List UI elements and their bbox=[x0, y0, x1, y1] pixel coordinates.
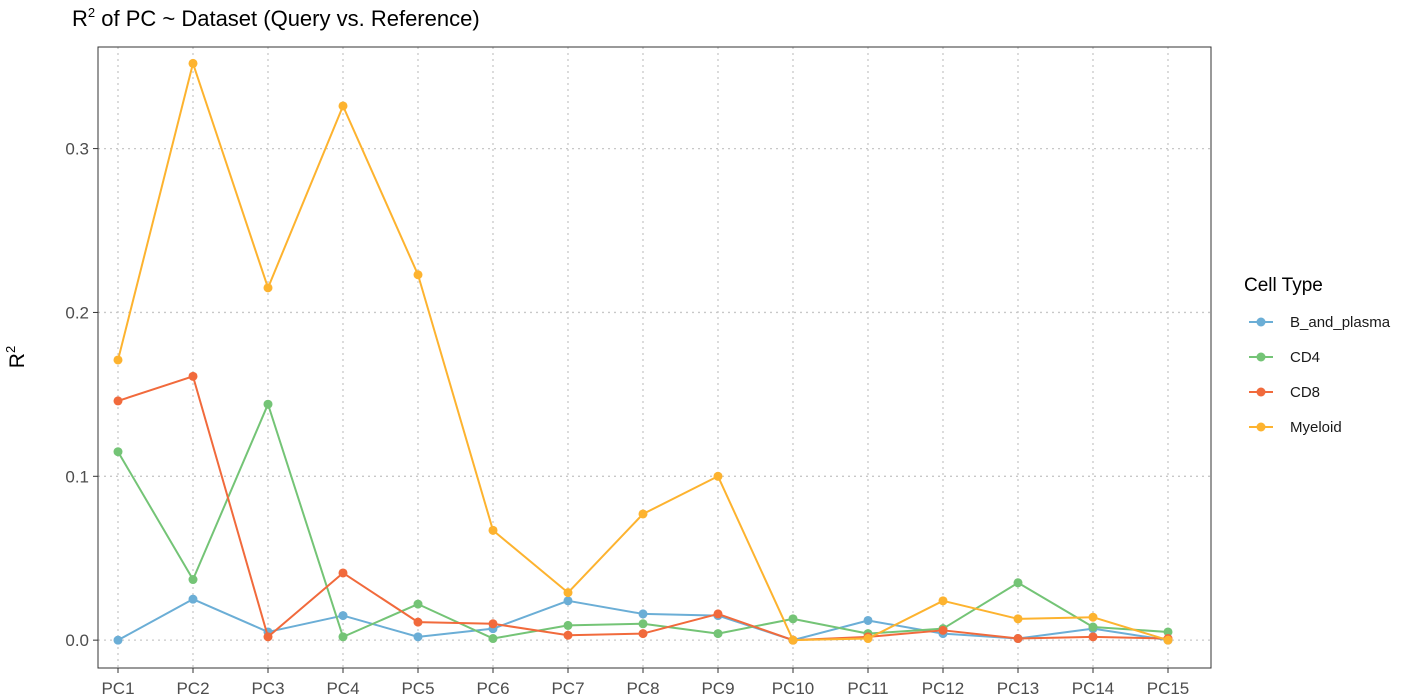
data-point-myeloid bbox=[488, 525, 498, 535]
chart-title-rest: of PC ~ Dataset (Query vs. Reference) bbox=[95, 6, 480, 31]
x-tick-label: PC3 bbox=[251, 679, 284, 694]
x-tick-label: PC13 bbox=[997, 679, 1040, 694]
data-point-cd8 bbox=[413, 617, 423, 627]
data-point-cd8 bbox=[338, 568, 348, 578]
data-point-b-and-plasma bbox=[563, 596, 573, 606]
data-point-b-and-plasma bbox=[188, 594, 198, 604]
data-point-cd4 bbox=[1163, 627, 1173, 637]
x-tick-label: PC14 bbox=[1072, 679, 1115, 694]
chart-title-superscript: 2 bbox=[88, 5, 95, 20]
data-point-cd8 bbox=[263, 632, 273, 642]
x-tick-label: PC1 bbox=[101, 679, 134, 694]
legend-item-cd8: CD8 bbox=[1249, 384, 1320, 401]
data-point-cd4 bbox=[263, 399, 273, 409]
legend-items: B_and_plasma CD4 CD8 Myeloid bbox=[1249, 314, 1391, 436]
legend-item-cd4: CD4 bbox=[1249, 349, 1320, 366]
chart-title-main: R bbox=[72, 6, 88, 31]
data-point-cd8 bbox=[1088, 632, 1098, 642]
data-point-cd8 bbox=[188, 371, 198, 381]
legend-key-point bbox=[1256, 387, 1266, 397]
data-point-myeloid bbox=[263, 283, 273, 293]
data-point-cd8 bbox=[488, 619, 498, 629]
legend-title: Cell Type bbox=[1244, 275, 1323, 296]
data-point-myeloid bbox=[938, 596, 948, 606]
legend: Cell Type B_and_plasma CD4 CD8 Myeloid bbox=[1244, 275, 1391, 436]
y-axis-label-main: R bbox=[6, 353, 29, 368]
data-point-cd4 bbox=[638, 619, 648, 629]
data-point-myeloid bbox=[788, 635, 798, 645]
x-tick-label: PC7 bbox=[551, 679, 584, 694]
series-myeloid bbox=[113, 58, 1173, 645]
data-point-myeloid bbox=[338, 101, 348, 111]
data-point-myeloid bbox=[713, 471, 723, 481]
x-tick-label: PC11 bbox=[847, 679, 888, 694]
data-point-myeloid bbox=[638, 509, 648, 519]
legend-key-point bbox=[1256, 352, 1266, 362]
data-point-cd8 bbox=[938, 625, 948, 635]
legend-label: B_and_plasma bbox=[1290, 314, 1391, 331]
y-axis-label-superscript: 2 bbox=[3, 346, 18, 353]
legend-label: CD4 bbox=[1290, 349, 1320, 366]
legend-key-point bbox=[1256, 422, 1266, 432]
series-cd4 bbox=[113, 399, 1173, 644]
x-tick-label: PC10 bbox=[772, 679, 815, 694]
data-point-cd4 bbox=[413, 599, 423, 609]
legend-label: CD8 bbox=[1290, 384, 1320, 401]
data-point-cd8 bbox=[113, 396, 123, 406]
data-point-cd4 bbox=[1013, 578, 1023, 588]
data-point-myeloid bbox=[1163, 635, 1173, 645]
x-tick-label: PC15 bbox=[1147, 679, 1190, 694]
x-tick-label: PC2 bbox=[176, 679, 209, 694]
series-cd8 bbox=[113, 371, 1173, 645]
data-point-myeloid bbox=[1088, 612, 1098, 622]
data-point-b-and-plasma bbox=[338, 611, 348, 621]
data-point-cd4 bbox=[788, 614, 798, 624]
y-tick-label: 0.1 bbox=[65, 467, 89, 486]
x-tick-label: PC6 bbox=[476, 679, 509, 694]
x-axis: PC1 PC2 PC3 PC4 PC5 PC6 PC7 PC8 PC9 PC10 PC11 PC12 P… bbox=[101, 668, 1189, 694]
data-point-myeloid bbox=[413, 270, 423, 280]
x-tick-label: PC5 bbox=[401, 679, 434, 694]
data-point-cd4 bbox=[113, 447, 123, 457]
plot-panel-border bbox=[97, 46, 1212, 669]
x-tick-label: PC4 bbox=[326, 679, 359, 694]
data-point-cd8 bbox=[1013, 634, 1023, 644]
data-point-b-and-plasma bbox=[638, 609, 648, 619]
data-point-b-and-plasma bbox=[413, 632, 423, 642]
y-tick-label: 0.3 bbox=[65, 140, 89, 159]
y-axis: 0.0 0.1 0.2 0.3 bbox=[65, 140, 98, 650]
grid-lines bbox=[98, 47, 1211, 668]
chart-title: R2 of PC ~ Dataset (Query vs. Reference) bbox=[72, 5, 480, 31]
legend-item-b-and-plasma: B_and_plasma bbox=[1249, 314, 1391, 331]
legend-label: Myeloid bbox=[1290, 419, 1342, 436]
data-point-cd4 bbox=[188, 575, 198, 585]
legend-key-point bbox=[1256, 317, 1266, 327]
data-point-myeloid bbox=[1013, 614, 1023, 624]
data-point-myeloid bbox=[113, 355, 123, 365]
data-point-cd4 bbox=[488, 634, 498, 644]
data-point-myeloid bbox=[188, 58, 198, 68]
x-tick-label: PC8 bbox=[626, 679, 659, 694]
data-point-cd4 bbox=[563, 620, 573, 630]
data-point-cd4 bbox=[338, 632, 348, 642]
data-point-cd8 bbox=[638, 629, 648, 639]
data-point-myeloid bbox=[863, 634, 873, 644]
x-tick-label: PC9 bbox=[701, 679, 734, 694]
data-point-b-and-plasma bbox=[113, 635, 123, 645]
legend-item-myeloid: Myeloid bbox=[1249, 419, 1342, 436]
data-point-cd8 bbox=[713, 609, 723, 619]
y-tick-label: 0.2 bbox=[65, 303, 89, 322]
y-axis-label: R2 bbox=[3, 346, 29, 368]
data-point-b-and-plasma bbox=[863, 615, 873, 625]
data-point-myeloid bbox=[563, 588, 573, 598]
series-layer bbox=[113, 58, 1173, 645]
data-point-cd4 bbox=[1088, 622, 1098, 632]
data-point-cd4 bbox=[713, 629, 723, 639]
x-tick-label: PC12 bbox=[922, 679, 965, 694]
y-tick-label: 0.0 bbox=[65, 631, 89, 650]
data-point-cd8 bbox=[563, 630, 573, 640]
